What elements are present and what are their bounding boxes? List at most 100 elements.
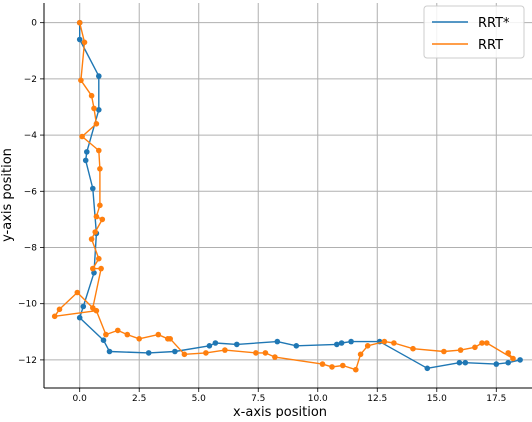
data-point-rrt-star xyxy=(206,343,213,349)
series-rrt xyxy=(51,19,516,373)
data-point-rrt-star xyxy=(234,341,240,348)
data-point-rrt xyxy=(93,213,100,220)
data-point-rrt xyxy=(96,255,102,262)
data-point-rrt xyxy=(155,331,162,338)
data-point-rrt xyxy=(115,327,121,334)
data-point-rrt-star xyxy=(348,338,354,345)
data-point-rrt xyxy=(103,331,109,338)
x-tick-label: 5.0 xyxy=(192,394,207,404)
data-point-rrt xyxy=(319,361,326,367)
data-point-rrt xyxy=(56,306,63,313)
data-point-rrt xyxy=(410,345,416,352)
data-point-rrt xyxy=(479,340,485,346)
y-tick-label: −6 xyxy=(24,187,38,197)
data-point-rrt-star xyxy=(96,73,102,79)
data-point-rrt xyxy=(76,19,83,26)
data-point-rrt xyxy=(357,351,364,358)
data-point-rrt xyxy=(74,289,81,296)
data-point-rrt xyxy=(203,350,209,356)
y-tick-label: −2 xyxy=(24,75,37,85)
x-tick-label: 15.0 xyxy=(427,394,447,404)
data-point-rrt xyxy=(167,336,173,342)
x-tick-label: 2.5 xyxy=(132,394,146,404)
data-point-rrt-star xyxy=(91,270,97,276)
legend-label-rrt-star: RRT* xyxy=(478,16,510,31)
data-point-rrt-star xyxy=(293,343,300,349)
data-point-rrt-star xyxy=(424,365,431,372)
x-tick-label: 7.5 xyxy=(251,394,265,404)
y-tick-label: −4 xyxy=(24,131,38,141)
data-point-rrt xyxy=(510,355,516,362)
data-point-rrt-star xyxy=(100,337,107,344)
data-point-rrt xyxy=(253,350,259,356)
data-point-rrt-star xyxy=(334,341,340,348)
data-point-rrt-star xyxy=(493,361,500,367)
data-point-rrt xyxy=(181,351,188,358)
data-point-rrt-star xyxy=(338,340,345,346)
data-point-rrt xyxy=(93,307,100,314)
series-line-rrt xyxy=(54,22,514,371)
data-point-rrt-star xyxy=(82,157,89,164)
data-point-rrt-star xyxy=(517,357,523,363)
y-tick-label: −10 xyxy=(18,300,37,310)
data-point-rrt xyxy=(457,347,464,353)
data-point-rrt xyxy=(353,366,359,373)
data-point-rrt xyxy=(51,313,58,320)
legend-box xyxy=(423,5,525,59)
data-point-rrt xyxy=(93,121,100,127)
data-point-rrt xyxy=(78,77,84,84)
x-tick-label: 12.5 xyxy=(367,394,387,404)
data-point-rrt-star xyxy=(80,303,87,310)
data-point-rrt xyxy=(505,350,512,356)
series-layer xyxy=(51,19,523,373)
data-point-rrt xyxy=(441,348,447,355)
data-point-rrt xyxy=(272,354,278,360)
data-point-rrt-star xyxy=(212,340,219,346)
legend-label-rrt: RRT xyxy=(478,38,503,53)
data-point-rrt-star xyxy=(76,314,83,321)
data-point-rrt xyxy=(484,340,490,346)
data-point-rrt xyxy=(90,265,96,272)
data-point-rrt-star xyxy=(84,149,90,155)
data-point-rrt xyxy=(262,350,269,356)
data-point-rrt xyxy=(391,340,397,346)
series-line-rrt-star xyxy=(79,22,521,369)
data-point-rrt-star xyxy=(456,359,463,366)
data-point-rrt xyxy=(88,236,95,242)
series-rrt-star xyxy=(76,19,523,372)
data-point-rrt xyxy=(97,166,103,172)
data-point-rrt-star xyxy=(76,36,83,43)
y-axis-label: y-axis position xyxy=(0,148,15,242)
data-point-rrt xyxy=(124,331,131,338)
grid xyxy=(44,3,532,388)
data-point-rrt-star xyxy=(505,359,512,366)
data-point-rrt xyxy=(472,344,478,351)
data-point-rrt xyxy=(340,362,346,369)
x-tick-label: 17.5 xyxy=(486,394,506,404)
data-point-rrt-star xyxy=(145,350,152,356)
data-point-rrt xyxy=(329,364,335,370)
data-point-rrt xyxy=(98,265,104,272)
data-point-rrt-star xyxy=(274,338,281,345)
data-point-rrt xyxy=(92,229,98,235)
data-point-rrt xyxy=(381,338,388,345)
data-point-rrt xyxy=(99,216,106,223)
data-point-rrt xyxy=(136,336,142,342)
legend: RRT* RRT xyxy=(423,5,525,59)
axes: 0.0 2.5 5.0 7.5 10.0 12.5 15.0 17.5 0 −2 −4 −6 −8 −10… xyxy=(18,3,532,404)
data-point-rrt xyxy=(79,133,85,140)
data-point-rrt-star xyxy=(96,107,102,113)
data-point-rrt xyxy=(81,39,88,46)
y-tick-label: −12 xyxy=(18,356,37,366)
data-point-rrt-star xyxy=(462,359,469,366)
data-point-rrt xyxy=(88,92,95,99)
y-tick-label: 0 xyxy=(31,19,37,29)
x-axis-label: x-axis position xyxy=(233,405,327,418)
data-point-rrt xyxy=(97,202,103,209)
x-tick-label: 10.0 xyxy=(308,394,328,404)
data-point-rrt-star xyxy=(90,185,96,192)
data-point-rrt xyxy=(96,147,102,154)
data-point-rrt-star xyxy=(106,348,113,355)
